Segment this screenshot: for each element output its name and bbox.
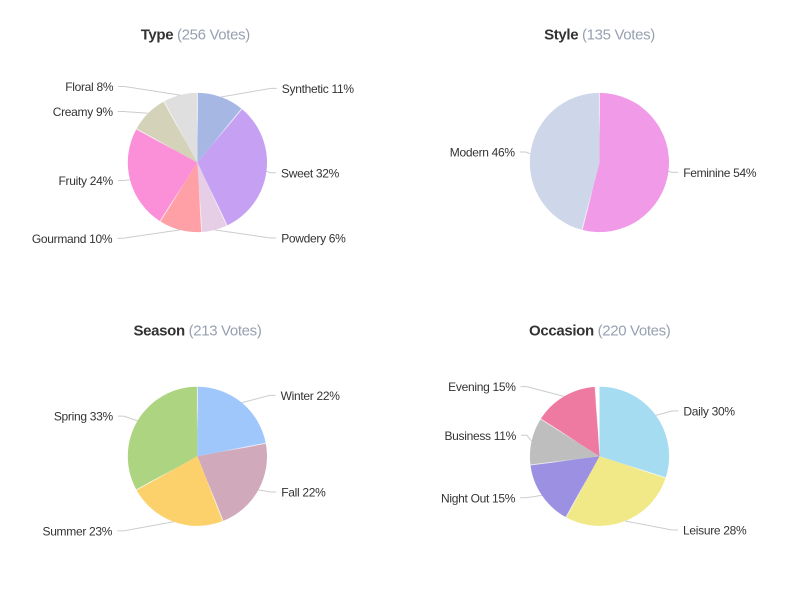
svg-text:Sweet 32%: Sweet 32% bbox=[281, 166, 340, 180]
svg-text:Daily 30%: Daily 30% bbox=[683, 405, 735, 419]
svg-text:Leisure 28%: Leisure 28% bbox=[683, 524, 747, 538]
svg-text:Powdery 6%: Powdery 6% bbox=[281, 232, 346, 246]
svg-text:Fall 22%: Fall 22% bbox=[281, 486, 326, 500]
svg-text:Spring 33%: Spring 33% bbox=[54, 410, 114, 424]
svg-text:Business 11%: Business 11% bbox=[444, 429, 516, 443]
svg-text:Gourmand 10%: Gourmand 10% bbox=[32, 232, 113, 246]
svg-text:Occasion (220 Votes): Occasion (220 Votes) bbox=[529, 322, 671, 339]
svg-text:Synthetic 11%: Synthetic 11% bbox=[282, 82, 355, 96]
svg-text:Creamy 9%: Creamy 9% bbox=[53, 105, 114, 119]
svg-text:Summer 23%: Summer 23% bbox=[42, 525, 112, 539]
svg-text:Style (135 Votes): Style (135 Votes) bbox=[544, 26, 655, 43]
svg-text:Floral 8%: Floral 8% bbox=[65, 80, 114, 94]
svg-text:Night Out 15%: Night Out 15% bbox=[441, 491, 516, 505]
svg-text:Fruity 24%: Fruity 24% bbox=[59, 174, 114, 188]
svg-text:Type (256 Votes): Type (256 Votes) bbox=[141, 26, 251, 43]
svg-text:Season (213 Votes): Season (213 Votes) bbox=[134, 322, 262, 339]
svg-text:Evening 15%: Evening 15% bbox=[448, 380, 516, 394]
svg-text:Winter 22%: Winter 22% bbox=[281, 389, 341, 403]
svg-text:Feminine 54%: Feminine 54% bbox=[683, 166, 757, 180]
svg-text:Modern 46%: Modern 46% bbox=[450, 146, 516, 160]
